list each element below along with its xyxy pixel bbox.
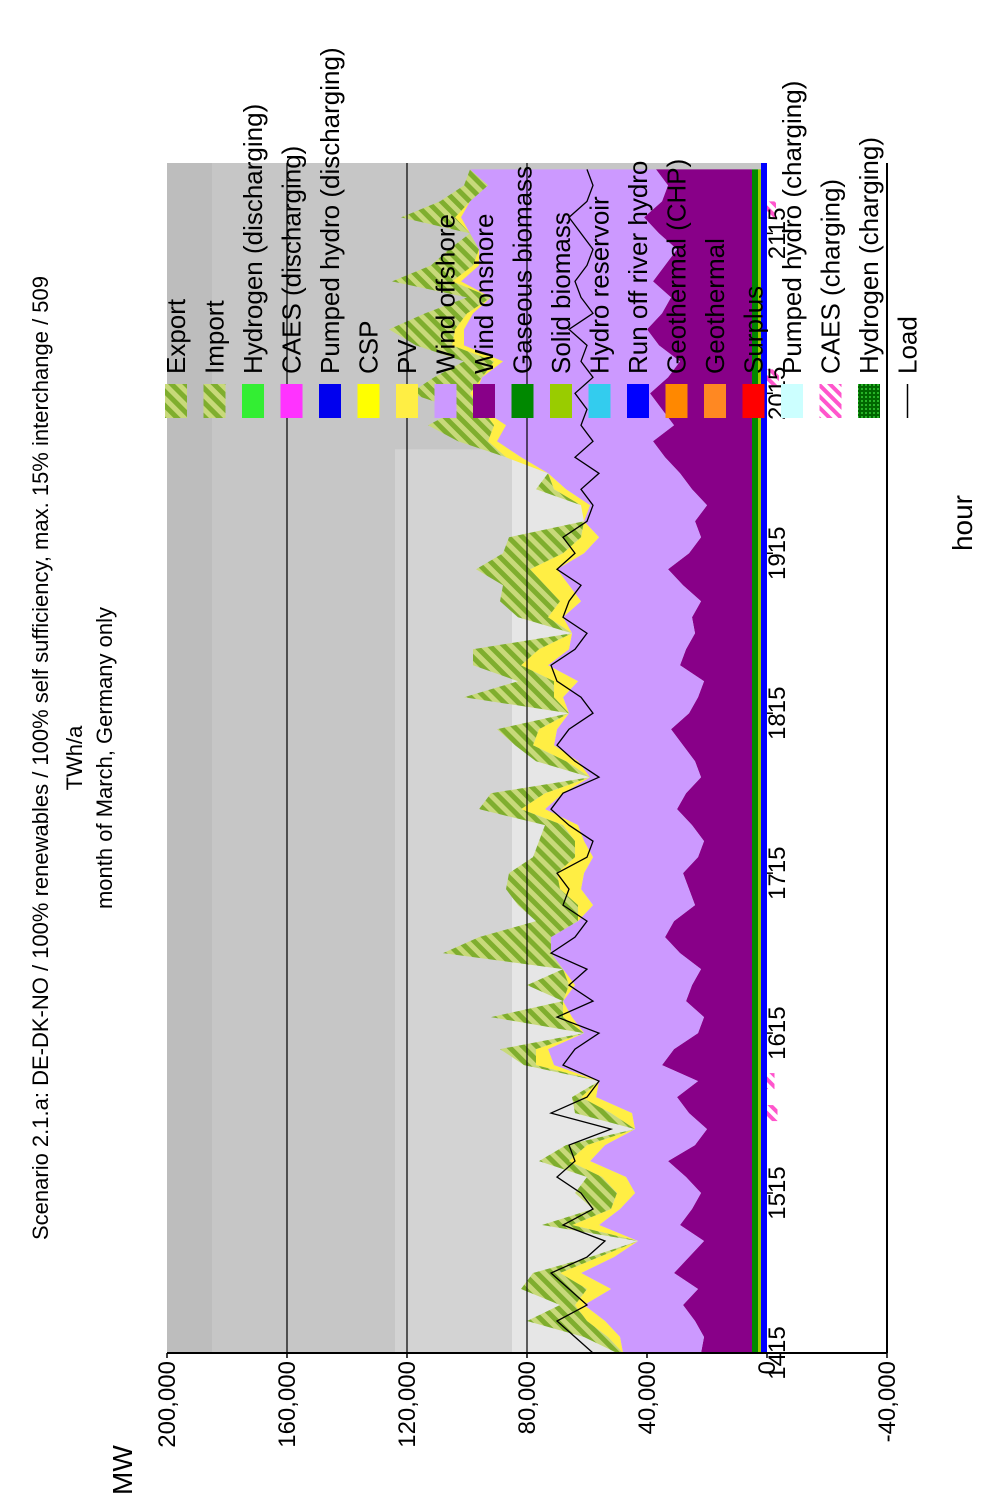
legend-swatch-caes_chg [819,384,842,418]
legend-swatch-solid_biomass [550,384,572,418]
gridlines [286,163,528,1353]
caes-charging-spike-2 [767,369,779,386]
y-tick-label-80,000: 80,000 [514,1361,541,1434]
legend-swatch-wind_offshore [434,384,457,418]
legend-swatch-gaseous_biomass [511,384,534,418]
stacked-areas [389,163,779,1353]
legend-label-wind_onshore: Wind onshore [469,214,499,374]
chart-subtitle: TWh/a [62,725,87,791]
legend-swatch-surplus [742,384,765,418]
legend-item-export: Export [161,298,191,418]
legend-item-hydrogen_chg: Hydrogen (charging) [854,137,884,418]
legend-item-wind_offshore: Wind offshore [431,214,461,418]
legend-label-caes_chg: CAES (charging) [816,179,846,374]
series-gaseous_biomass-area [752,169,758,1353]
legend-swatch-import [203,384,226,418]
legend-swatch-geothermal_chp [665,384,688,418]
legend-swatch-pumped_chg [781,384,803,418]
legend-label-caes_dis: CAES (discharging) [277,146,307,374]
legend-label-hydrogen_dis: Hydrogen (discharging) [238,104,268,374]
y-tick-labels: 200,000 160,000 120,000 80,000 40,000 0 -40,00… [154,1353,901,1448]
legend-label-run_of_river: Run off river hydro [623,161,653,374]
legend-swatch-pumped_dis [319,384,341,418]
legend: Export Import Hydrogen (discharging) CAES (… [161,47,923,418]
legend-item-load: Load [893,316,923,418]
legend-item-gaseous_biomass: Gaseous biomass [508,166,538,418]
legend-item-geothermal: Geothermal [700,238,730,418]
legend-item-caes_chg: CAES (charging) [816,179,846,418]
chart-title: Scenario 2.1.a: DE-DK-NO / 100% renewabl… [28,276,53,1240]
legend-item-wind_onshore: Wind onshore [469,214,499,418]
legend-swatch-hydrogen_dis [242,384,264,418]
legend-item-caes_dis: CAES (discharging) [277,146,307,418]
series-pv-area [452,169,638,1353]
legend-item-csp: CSP [354,321,384,418]
y-axis-label: MW [107,1445,138,1495]
legend-label-wind_offshore: Wind offshore [431,214,461,374]
legend-label-csp: CSP [354,321,384,374]
legend-label-export: Export [161,298,191,374]
series-load-line [549,169,614,1354]
legend-label-geothermal: Geothermal [700,238,730,374]
legend-swatch-pv [396,384,418,418]
legend-swatch-hydrogen_chg [858,384,880,418]
legend-swatch-hydro_reservoir [588,384,611,418]
series-wind_onshore-area [644,169,752,1353]
caes-charging-spike-1 [767,1073,775,1090]
legend-item-import: Import [200,300,230,418]
caes-charging-spike-0 [767,1105,778,1122]
legend-label-pumped_chg: Pumped hydro (charging) [777,81,807,374]
y-tick-label-160,000: 160,000 [274,1361,301,1448]
y-tick-label-200,000: 200,000 [154,1361,181,1448]
x-axis-label: hour [947,495,978,551]
y-tick-label--40,000: -40,000 [874,1361,901,1442]
caes-charging-spike-3 [767,201,776,218]
series-wind_offshore-area [461,169,707,1353]
y-tick-label-0: 0 [754,1361,781,1374]
legend-label-import: Import [200,300,230,374]
legend-item-geothermal_chp: Geothermal (CHP) [662,159,692,418]
legend-swatch-wind_onshore [473,384,495,418]
legend-label-gaseous_biomass: Gaseous biomass [508,166,538,374]
legend-swatch-geothermal [704,384,726,418]
series-run-of-river-band [761,163,767,1353]
legend-label-surplus: Surplus [739,286,769,374]
legend-item-hydro_reservoir: Hydro reservoir [585,196,615,418]
legend-label-load: Load [893,316,923,374]
legend-label-geothermal_chp: Geothermal (CHP) [662,159,692,374]
legend-item-solid_biomass: Solid biomass [546,212,576,418]
legend-item-run_of_river: Run off river hydro [623,161,653,418]
legend-label-solid_biomass: Solid biomass [546,212,576,374]
legend-swatch-caes_dis [280,384,303,418]
y-tick-label-40,000: 40,000 [634,1361,661,1434]
chart-subtitle-month: month of March, Germany only [92,607,117,909]
legend-swatch-export [165,384,187,418]
legend-label-hydro_reservoir: Hydro reservoir [585,196,615,374]
legend-label-hydrogen_chg: Hydrogen (charging) [854,137,884,374]
legend-item-surplus: Surplus [739,286,769,418]
legend-swatch-run_of_river [627,384,649,418]
legend-label-pumped_dis: Pumped hydro (discharging) [315,47,345,374]
legend-label-pv: PV [392,339,422,374]
legend-item-pv: PV [392,339,422,418]
legend-item-hydrogen_dis: Hydrogen (discharging) [238,104,268,418]
y-tick-label-120,000: 120,000 [394,1361,421,1448]
legend-item-pumped_chg: Pumped hydro (charging) [777,81,807,418]
legend-item-pumped_dis: Pumped hydro (discharging) [315,47,345,418]
legend-swatch-csp [357,384,380,418]
